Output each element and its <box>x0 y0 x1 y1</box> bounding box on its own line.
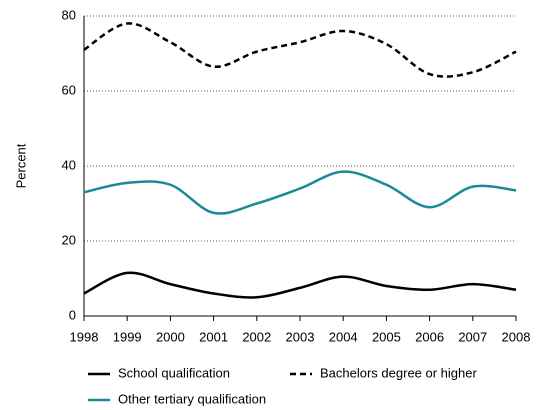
x-tick-label: 2008 <box>502 329 531 344</box>
x-tick-label: 2004 <box>329 329 358 344</box>
x-tick-label: 2005 <box>372 329 401 344</box>
x-tick-label: 1998 <box>70 329 99 344</box>
legend-label: Bachelors degree or higher <box>320 365 477 380</box>
y-tick-label: 20 <box>62 232 76 247</box>
y-tick-label: 80 <box>62 7 76 22</box>
x-tick-label: 2006 <box>415 329 444 344</box>
series-line <box>83 22 517 78</box>
series-line <box>83 271 517 299</box>
legend-label: Other tertiary qualification <box>118 391 266 406</box>
x-tick-label: 1999 <box>113 329 142 344</box>
y-axis-label: Percent <box>13 143 28 188</box>
y-tick-label: 40 <box>62 157 76 172</box>
x-tick-label: 2003 <box>286 329 315 344</box>
series-line <box>83 170 517 215</box>
x-tick-label: 2007 <box>458 329 487 344</box>
x-tick-label: 2000 <box>156 329 185 344</box>
y-tick-label: 60 <box>62 82 76 97</box>
y-tick-label: 0 <box>69 307 76 322</box>
x-tick-label: 2002 <box>242 329 271 344</box>
x-tick-label: 2001 <box>199 329 228 344</box>
legend-label: School qualification <box>118 365 230 380</box>
